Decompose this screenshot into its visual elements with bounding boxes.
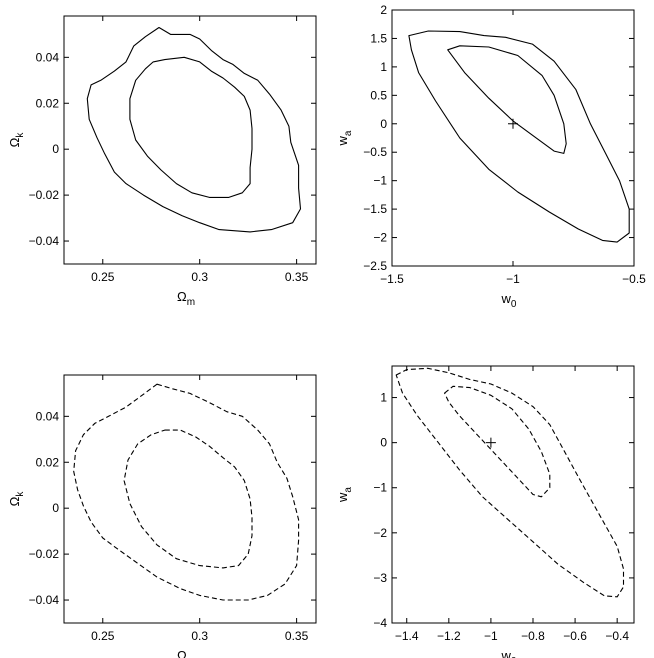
y-tick-label: −0.02 <box>29 547 60 561</box>
contour-inner <box>444 385 551 498</box>
y-tick-label: 0.04 <box>36 409 60 423</box>
y-axis-label-sub: a <box>343 130 354 136</box>
y-axis-label-main: Ω <box>7 496 22 506</box>
y-tick-label: −0.04 <box>29 234 60 248</box>
x-axis-label-sub: m <box>187 656 195 658</box>
x-axis-label-sub: m <box>187 297 195 308</box>
x-tick-label: −0.4 <box>605 629 629 643</box>
y-tick-label: 0 <box>380 436 387 450</box>
x-tick-label: −0.8 <box>521 629 545 643</box>
x-tick-label: −1.4 <box>395 629 419 643</box>
y-axis-label: Ωk <box>7 491 26 507</box>
y-tick-label: −0.04 <box>29 593 60 607</box>
y-tick-label: 0.04 <box>36 50 60 64</box>
x-axis-label-main: w <box>501 648 512 658</box>
y-axis-label: wa <box>335 487 354 503</box>
y-tick-label: −4 <box>373 616 387 630</box>
y-tick-label: 2 <box>380 3 387 17</box>
axes-box <box>391 365 635 624</box>
x-tick-label: −1 <box>506 272 520 286</box>
x-tick-label: 0.3 <box>191 629 208 643</box>
x-tick-label: −1.2 <box>437 629 461 643</box>
y-tick-label: −0.5 <box>363 145 387 159</box>
x-tick-label: 0.25 <box>91 270 115 284</box>
y-tick-label: −1.5 <box>363 202 387 216</box>
y-tick-label: −1 <box>373 481 387 495</box>
y-tick-label: 0.02 <box>36 96 60 110</box>
contour-outer <box>395 367 625 598</box>
x-tick-label: −1 <box>484 629 498 643</box>
x-tick-label: −0.6 <box>563 629 587 643</box>
x-axis-label: Ωm <box>177 289 195 308</box>
x-axis-label: Ωm <box>177 648 195 658</box>
y-tick-label: −2 <box>373 231 387 245</box>
y-axis-label-sub: a <box>343 487 354 493</box>
axes-box <box>63 15 317 265</box>
x-tick-label: −1.5 <box>380 272 404 286</box>
panel-w-dashed: −1.4−1.2−1−0.8−0.6−0.4−4−3−2−101w0wa <box>335 365 635 658</box>
y-tick-label: 1 <box>380 391 387 405</box>
x-tick-label: 0.3 <box>191 270 208 284</box>
y-axis-label-main: w <box>335 492 350 503</box>
y-tick-label: 0.02 <box>36 455 60 469</box>
contour-outer <box>73 383 300 601</box>
axes-box <box>63 374 317 624</box>
x-axis-label-main: Ω <box>177 648 187 658</box>
contour-inner <box>123 429 253 569</box>
contour-inner <box>129 56 253 198</box>
x-tick-label: −0.5 <box>622 272 646 286</box>
y-tick-label: 0 <box>380 117 387 131</box>
y-tick-label: −3 <box>373 571 387 585</box>
x-axis-label-main: Ω <box>177 289 187 304</box>
y-axis-label: Ωk <box>7 132 26 148</box>
contour-inner <box>447 45 567 154</box>
y-axis-label-main: w <box>335 135 350 146</box>
y-axis-label-sub: k <box>15 491 26 497</box>
x-tick-label: 0.35 <box>285 629 309 643</box>
contour-outer <box>408 30 630 243</box>
x-tick-label: 0.35 <box>285 270 309 284</box>
x-tick-label: 0.25 <box>91 629 115 643</box>
x-axis-label: w0 <box>501 648 517 658</box>
x-axis-label-sub: 0 <box>511 656 517 658</box>
y-tick-label: 0.5 <box>370 88 387 102</box>
y-tick-label: 1 <box>380 60 387 74</box>
y-tick-label: −2 <box>373 526 387 540</box>
x-axis-label-main: w <box>501 291 512 306</box>
x-axis-label-sub: 0 <box>511 299 517 310</box>
contour-outer <box>86 26 302 233</box>
y-tick-label: −1 <box>373 174 387 188</box>
x-axis-label: w0 <box>501 291 517 310</box>
y-tick-label: −2.5 <box>363 259 387 273</box>
y-axis-label: wa <box>335 130 354 146</box>
y-tick-label: 1.5 <box>370 31 387 45</box>
y-tick-label: 0 <box>52 501 59 515</box>
y-axis-label-sub: k <box>15 132 26 138</box>
y-tick-label: −0.02 <box>29 188 60 202</box>
y-axis-label-main: Ω <box>7 137 22 147</box>
y-tick-label: 0 <box>52 142 59 156</box>
axes-box <box>391 9 635 267</box>
